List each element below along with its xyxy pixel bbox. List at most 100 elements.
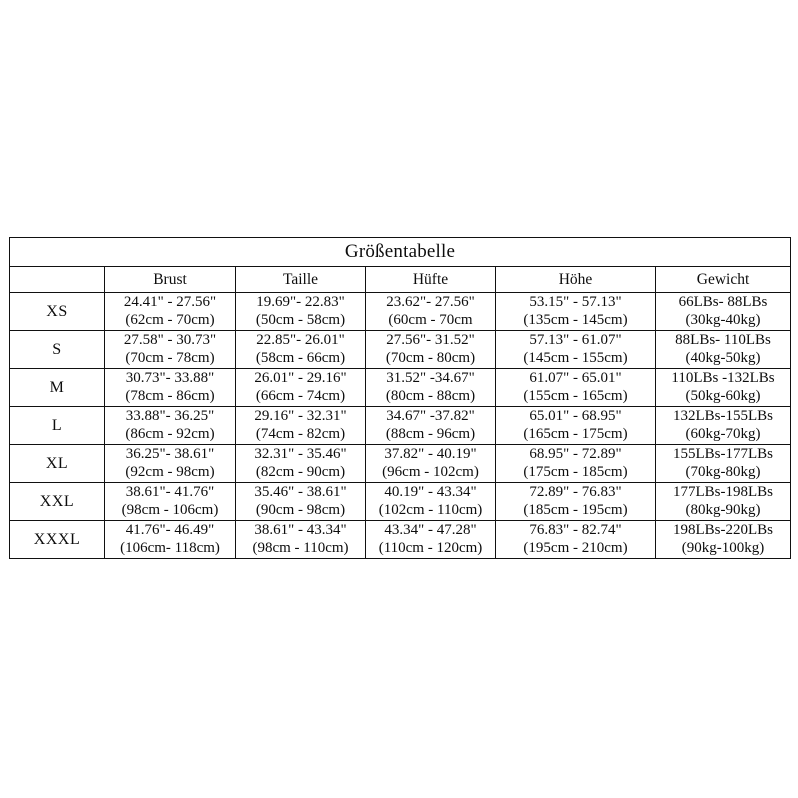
table-title-row: Größentabelle [8, 237, 792, 267]
cell-gewicht: 110LBs -132LBs (50kg-60kg) [654, 368, 792, 407]
cell-huefte: 34.67" -37.82" (88cm - 96cm) [365, 406, 496, 445]
value-metric: (90kg-100kg) [681, 539, 765, 556]
value-inch: 26.01" - 29.16" [254, 370, 347, 386]
value-inch: 30.73"- 33.88" [125, 370, 215, 386]
value-inch: 32.31" - 35.46" [254, 446, 347, 462]
table-row: XL 36.25"- 38.61" (92cm - 98cm) 32.31" -… [9, 444, 792, 483]
cell-taille: 29.16" - 32.31" (74cm - 82cm) [235, 406, 366, 445]
value-inch: 27.58" - 30.73" [123, 332, 217, 348]
column-header-size [9, 266, 105, 293]
value-inch: 41.76"- 46.49" [125, 522, 215, 538]
value-metric: (98cm - 110cm) [252, 539, 349, 556]
size-chart-table: Größentabelle Brust Taille Hüfte Höhe Ge… [8, 237, 792, 559]
table-row: M 30.73"- 33.88" (78cm - 86cm) 26.01" - … [9, 368, 792, 407]
value-metric: (70cm - 78cm) [125, 349, 215, 366]
cell-huefte: 40.19" - 43.34" (102cm - 110cm) [365, 482, 496, 521]
value-lbs: 66LBs- 88LBs [678, 294, 768, 310]
value-metric: (155cm - 165cm) [523, 387, 628, 404]
cell-brust: 27.58" - 30.73" (70cm - 78cm) [104, 330, 236, 369]
value-metric: (92cm - 98cm) [125, 463, 215, 480]
value-inch: 34.67" -37.82" [386, 408, 475, 424]
value-metric: (88cm - 96cm) [385, 425, 476, 442]
value-inch: 68.95" - 72.89" [529, 446, 622, 462]
value-inch: 36.25"- 38.61" [125, 446, 215, 462]
value-inch: 40.19" - 43.34" [384, 484, 477, 500]
value-metric: (50kg-60kg) [685, 387, 761, 404]
cell-hoehe: 76.83" - 82.74" (195cm - 210cm) [495, 520, 656, 559]
value-inch: 37.82" - 40.19" [384, 446, 477, 462]
cell-taille: 38.61" - 43.34" (98cm - 110cm) [235, 520, 366, 559]
value-metric: (106cm- 118cm) [120, 539, 220, 556]
column-header-gewicht: Gewicht [654, 266, 792, 293]
cell-taille: 35.46" - 38.61" (90cm - 98cm) [235, 482, 366, 521]
cell-huefte: 37.82" - 40.19" (96cm - 102cm) [365, 444, 496, 483]
cell-huefte: 31.52" -34.67" (80cm - 88cm) [365, 368, 496, 407]
value-inch: 24.41" - 27.56" [123, 294, 217, 310]
cell-gewicht: 88LBs- 110LBs (40kg-50kg) [654, 330, 792, 369]
cell-gewicht: 66LBs- 88LBs (30kg-40kg) [654, 292, 792, 331]
cell-hoehe: 72.89" - 76.83" (185cm - 195cm) [495, 482, 656, 521]
value-inch: 23.62"- 27.56" [386, 294, 475, 310]
size-label: L [9, 406, 105, 445]
value-lbs: 110LBs -132LBs [671, 370, 775, 386]
size-label: S [9, 330, 105, 369]
value-lbs: 132LBs-155LBs [673, 408, 774, 424]
cell-hoehe: 68.95" - 72.89" (175cm - 185cm) [495, 444, 656, 483]
column-header-huefte: Hüfte [365, 266, 496, 293]
value-inch: 38.61" - 43.34" [254, 522, 347, 538]
value-inch: 19.69"- 22.83" [256, 294, 345, 310]
cell-huefte: 43.34" - 47.28" (110cm - 120cm) [365, 520, 496, 559]
column-header-taille: Taille [235, 266, 366, 293]
value-metric: (98cm - 106cm) [121, 501, 219, 518]
value-inch: 72.89" - 76.83" [529, 484, 622, 500]
value-inch: 35.46" - 38.61" [254, 484, 347, 500]
cell-brust: 41.76"- 46.49" (106cm- 118cm) [104, 520, 236, 559]
cell-gewicht: 155LBs-177LBs (70kg-80kg) [654, 444, 792, 483]
value-metric: (82cm - 90cm) [255, 463, 346, 480]
value-metric: (70kg-80kg) [685, 463, 761, 480]
value-metric: (86cm - 92cm) [125, 425, 215, 442]
value-inch: 31.52" -34.67" [386, 370, 475, 386]
value-metric: (50cm - 58cm) [255, 311, 346, 328]
value-inch: 27.56"- 31.52" [386, 332, 475, 348]
cell-brust: 24.41" - 27.56" (62cm - 70cm) [104, 292, 236, 331]
size-label: XXL [9, 482, 105, 521]
value-lbs: 198LBs-220LBs [673, 522, 774, 538]
cell-taille: 26.01" - 29.16" (66cm - 74cm) [235, 368, 366, 407]
value-inch: 38.61"- 41.76" [125, 484, 215, 500]
value-metric: (80kg-90kg) [685, 501, 761, 518]
value-metric: (175cm - 185cm) [523, 463, 628, 480]
value-metric: (60kg-70kg) [685, 425, 761, 442]
size-label: XL [9, 444, 105, 483]
cell-taille: 32.31" - 35.46" (82cm - 90cm) [235, 444, 366, 483]
value-inch: 61.07" - 65.01" [529, 370, 622, 386]
value-metric: (78cm - 86cm) [125, 387, 215, 404]
value-metric: (66cm - 74cm) [255, 387, 346, 404]
value-inch: 76.83" - 82.74" [529, 522, 622, 538]
value-inch: 57.13" - 61.07" [529, 332, 622, 348]
size-label: XS [9, 292, 105, 331]
table-row: S 27.58" - 30.73" (70cm - 78cm) 22.85"- … [9, 330, 792, 369]
value-metric: (40kg-50kg) [685, 349, 761, 366]
column-header-hoehe: Höhe [495, 266, 656, 293]
value-metric: (62cm - 70cm) [125, 311, 215, 328]
cell-huefte: 23.62"- 27.56" (60cm - 70cm [365, 292, 496, 331]
value-metric: (145cm - 155cm) [523, 349, 628, 366]
value-lbs: 155LBs-177LBs [673, 446, 774, 462]
value-lbs: 88LBs- 110LBs [675, 332, 771, 348]
value-metric: (135cm - 145cm) [523, 311, 628, 328]
cell-brust: 38.61"- 41.76" (98cm - 106cm) [104, 482, 236, 521]
size-label: XXXL [9, 520, 105, 559]
cell-hoehe: 57.13" - 61.07" (145cm - 155cm) [495, 330, 656, 369]
cell-brust: 36.25"- 38.61" (92cm - 98cm) [104, 444, 236, 483]
table-title: Größentabelle [8, 237, 792, 267]
cell-hoehe: 65.01" - 68.95" (165cm - 175cm) [495, 406, 656, 445]
size-chart-container: Größentabelle Brust Taille Hüfte Höhe Ge… [8, 237, 792, 559]
value-metric: (58cm - 66cm) [255, 349, 346, 366]
value-inch: 43.34" - 47.28" [384, 522, 477, 538]
value-inch: 29.16" - 32.31" [254, 408, 347, 424]
column-header-brust: Brust [104, 266, 236, 293]
value-inch: 65.01" - 68.95" [529, 408, 622, 424]
cell-brust: 30.73"- 33.88" (78cm - 86cm) [104, 368, 236, 407]
value-metric: (80cm - 88cm) [385, 387, 476, 404]
